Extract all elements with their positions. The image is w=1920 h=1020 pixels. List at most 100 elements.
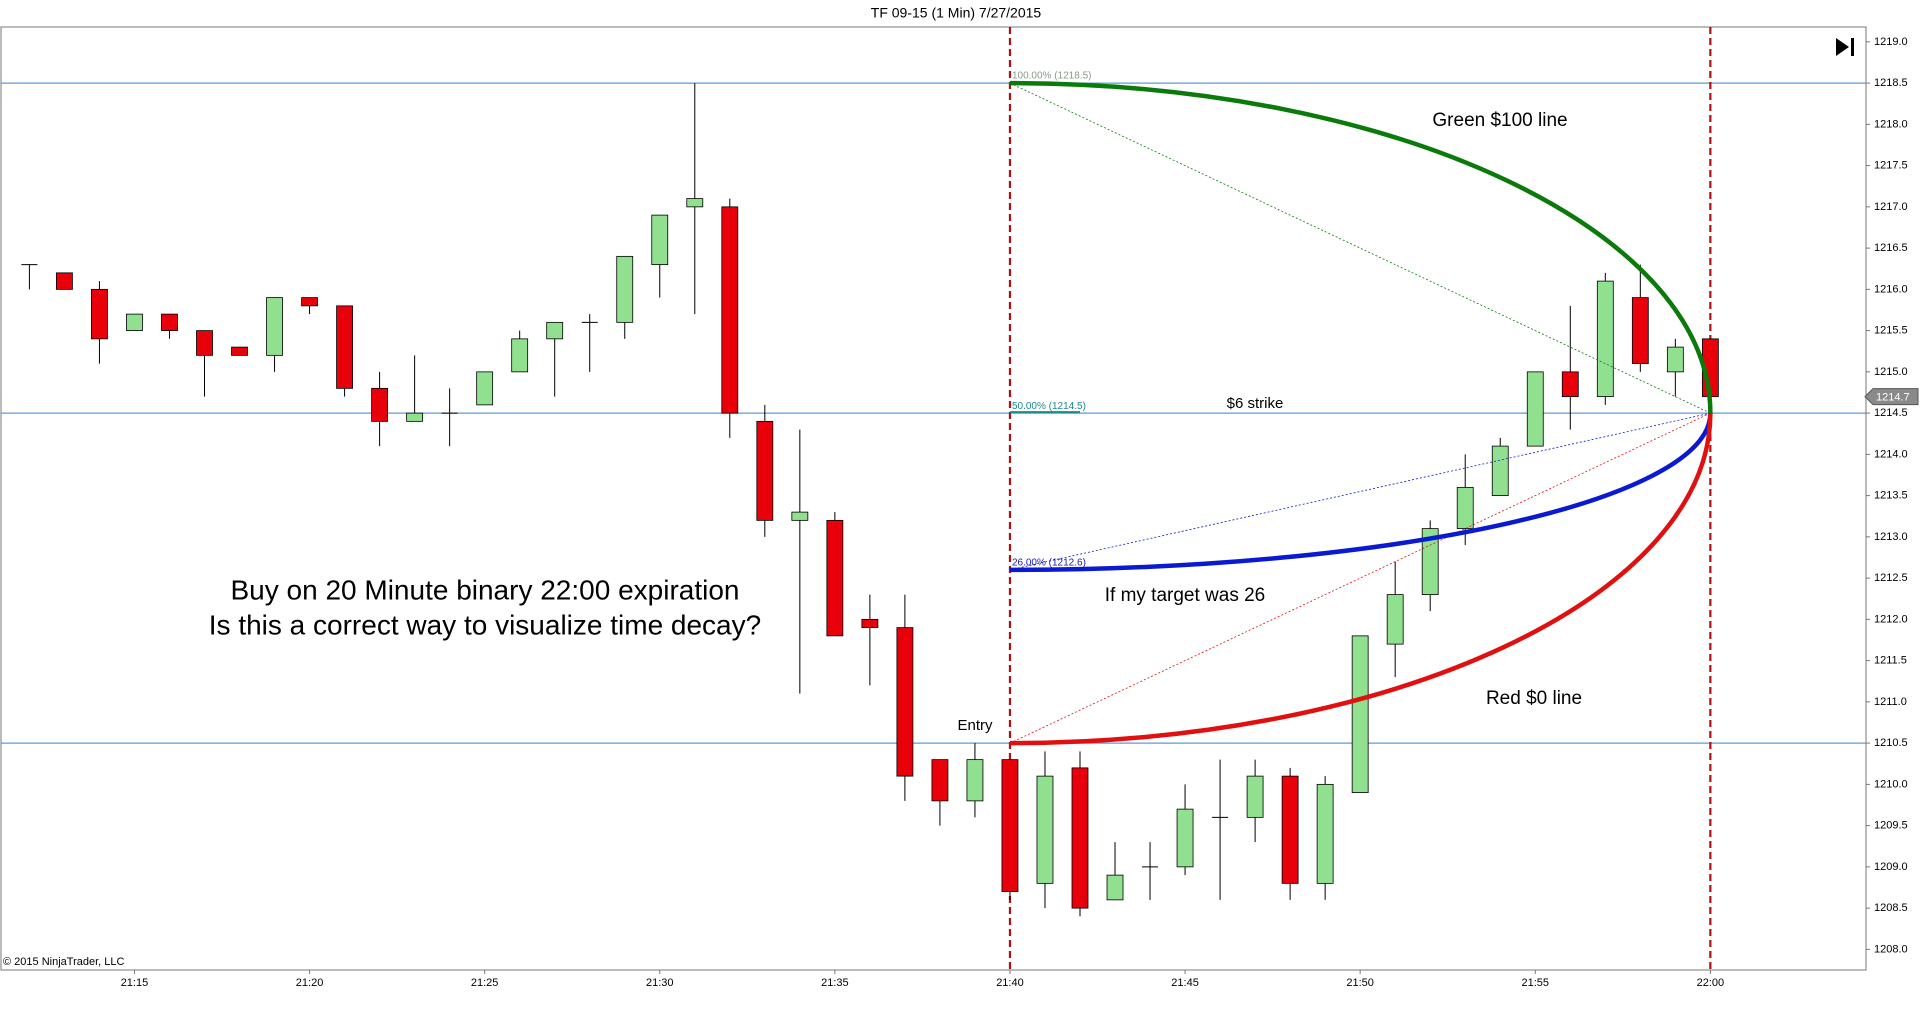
annotation: $6 strike: [1227, 395, 1284, 412]
candle-body: [56, 272, 73, 290]
y-tick-label: 1217.5: [1874, 160, 1908, 172]
candle-body: [336, 305, 353, 389]
candle-body: [1666, 346, 1684, 373]
candle-body: [651, 214, 669, 266]
candle-body: [161, 313, 178, 332]
candle-body: [1491, 445, 1509, 497]
candle-body: [231, 346, 248, 356]
y-tick-label: 1212.0: [1874, 613, 1908, 625]
candle-body: [406, 412, 424, 422]
x-tick-label: 21:40: [996, 977, 1024, 989]
candle-body: [756, 420, 774, 521]
plot-frame: [0, 26, 1867, 971]
candle-body: [1281, 775, 1299, 884]
last-price-tag: [1864, 388, 1919, 406]
candle-body: [896, 627, 914, 777]
level-label: 26.00% (1212.6): [1012, 558, 1086, 569]
y-tick-label: 1218.5: [1874, 77, 1908, 89]
y-tick-label: 1217.0: [1874, 201, 1908, 213]
candle-body: [301, 297, 318, 307]
decay-curve: [1009, 413, 1713, 746]
annotation: Entry: [957, 717, 993, 734]
candle-body: [826, 519, 844, 637]
candle-body: [1386, 594, 1404, 645]
x-tick-label: 21:25: [471, 977, 499, 989]
candle-body: [476, 371, 494, 406]
level-label: 100.00% (1218.5): [1012, 71, 1092, 82]
guide-line: [1009, 412, 1711, 571]
y-tick-label: 1209.0: [1874, 861, 1908, 873]
candle-body: [1176, 808, 1194, 868]
annotation: Green $100 line: [1432, 110, 1567, 131]
y-tick-label: 1215.5: [1874, 325, 1908, 337]
copyright: © 2015 NinjaTrader, LLC: [3, 956, 124, 968]
annotation: Red $0 line: [1486, 688, 1582, 709]
x-tick-label: 21:15: [121, 977, 149, 989]
annotation: Buy on 20 Minute binary 22:00 expiration: [231, 574, 740, 605]
y-tick-label: 1208.5: [1874, 902, 1908, 914]
y-tick-label: 1211.5: [1874, 655, 1907, 667]
decay-curve: [1009, 80, 1713, 414]
candle-body: [266, 297, 283, 356]
candle-body: [721, 206, 739, 414]
candle-body: [1631, 297, 1649, 365]
candle-body: [1456, 486, 1474, 530]
y-tick-label: 1213.5: [1874, 490, 1908, 502]
candle-body: [1561, 371, 1579, 398]
chart-title: TF 09-15 (1 Min) 7/27/2015: [871, 5, 1042, 21]
y-tick-label: 1216.5: [1874, 242, 1908, 254]
last-price-label: 1214.7: [1876, 392, 1910, 404]
x-tick-label: 21:35: [821, 977, 849, 989]
x-tick-label: 21:50: [1346, 977, 1374, 989]
decay-curve: [1009, 413, 1713, 573]
candle-body: [931, 759, 949, 802]
y-tick-label: 1211.0: [1874, 696, 1907, 708]
candle-body: [196, 330, 213, 356]
y-tick-label: 1210.0: [1874, 778, 1908, 790]
y-tick-label: 1215.0: [1874, 366, 1908, 378]
annotation: Is this a correct way to visualize time …: [209, 609, 761, 640]
candle-body: [91, 288, 108, 340]
y-tick-label: 1212.5: [1874, 572, 1908, 584]
x-tick-label: 21:45: [1171, 977, 1199, 989]
x-tick-label: 21:20: [296, 977, 324, 989]
icon-bar: [1851, 38, 1854, 56]
x-tick-label: 21:30: [646, 977, 674, 989]
y-tick-label: 1214.5: [1874, 407, 1908, 419]
guide-line: [1009, 82, 1711, 414]
y-tick-label: 1208.0: [1874, 943, 1908, 955]
guide-line: [1009, 412, 1711, 744]
y-tick-label: 1214.0: [1874, 448, 1908, 460]
candle-body: [1596, 280, 1614, 398]
candle-body: [1316, 783, 1334, 884]
candle-body: [1106, 874, 1124, 901]
y-tick-label: 1210.5: [1874, 737, 1908, 749]
candle-body: [686, 198, 704, 208]
candle-body: [791, 511, 809, 521]
candle-body: [511, 338, 529, 373]
candle-body: [1036, 775, 1054, 884]
candle-body: [1526, 371, 1544, 447]
y-tick-label: 1213.0: [1874, 531, 1908, 543]
annotation: If my target was 26: [1105, 585, 1266, 606]
candle-body: [1246, 775, 1264, 818]
candle-body: [616, 255, 634, 323]
x-tick-label: 21:55: [1521, 977, 1549, 989]
candle-body: [546, 321, 564, 340]
candle-body: [1421, 528, 1439, 596]
x-tick-label: 22:00: [1697, 977, 1725, 989]
candle-body: [371, 387, 389, 422]
y-tick-label: 1218.0: [1874, 118, 1908, 130]
candle-body: [1001, 759, 1019, 893]
candle-body: [1071, 767, 1089, 909]
level-label: 50.00% (1214.5): [1012, 401, 1086, 412]
y-tick-label: 1209.5: [1874, 820, 1908, 832]
candle-body: [1351, 635, 1369, 794]
go-to-end-icon[interactable]: [1836, 38, 1854, 56]
candle-body: [966, 759, 984, 802]
y-tick-label: 1219.0: [1874, 36, 1908, 48]
y-tick-label: 1216.0: [1874, 283, 1908, 295]
icon-triangle: [1836, 38, 1849, 56]
candle-body: [126, 313, 143, 332]
